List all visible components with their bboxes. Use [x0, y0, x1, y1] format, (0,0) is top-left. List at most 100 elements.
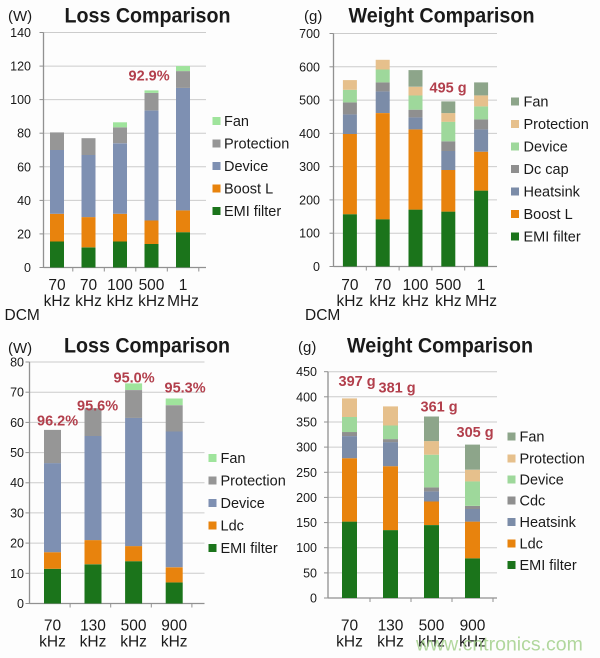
svg-text:40: 40 [10, 476, 24, 490]
svg-text:kHz: kHz [336, 634, 363, 651]
svg-text:Heatsink: Heatsink [524, 185, 581, 201]
svg-text:600: 600 [299, 60, 320, 74]
svg-text:0: 0 [24, 261, 31, 275]
svg-text:140: 140 [10, 26, 31, 40]
svg-text:kHz: kHz [402, 293, 429, 310]
svg-text:kHz: kHz [44, 293, 71, 310]
svg-text:0: 0 [17, 597, 24, 611]
svg-text:100: 100 [403, 277, 429, 294]
svg-text:50: 50 [10, 446, 24, 460]
svg-text:70: 70 [80, 277, 98, 294]
svg-text:300: 300 [299, 160, 320, 174]
svg-text:95.3%: 95.3% [165, 381, 206, 397]
svg-text:70: 70 [48, 277, 66, 294]
svg-text:Fan: Fan [520, 430, 545, 446]
svg-text:900: 900 [460, 618, 486, 635]
svg-text:450: 450 [296, 365, 317, 379]
svg-text:900: 900 [161, 618, 187, 635]
svg-text:Loss Comparison: Loss Comparison [64, 334, 230, 358]
svg-text:500: 500 [419, 618, 445, 635]
svg-text:Device: Device [520, 473, 564, 489]
svg-text:DCM: DCM [5, 307, 40, 324]
svg-text:Fan: Fan [221, 451, 246, 467]
svg-text:100: 100 [296, 541, 317, 555]
svg-text:EMI filter: EMI filter [520, 558, 577, 574]
svg-text:Device: Device [221, 496, 265, 512]
svg-text:Boost L: Boost L [524, 207, 573, 223]
svg-text:Cdc: Cdc [520, 494, 546, 510]
svg-text:70: 70 [341, 618, 359, 635]
svg-text:kHz: kHz [120, 634, 147, 651]
svg-text:Protection: Protection [224, 137, 289, 153]
svg-text:kHz: kHz [80, 634, 107, 651]
svg-text:kHz: kHz [138, 293, 165, 310]
svg-text:Heatsink: Heatsink [520, 515, 577, 531]
svg-text:Dc cap: Dc cap [524, 162, 569, 178]
svg-text:EMI filter: EMI filter [524, 230, 581, 246]
svg-text:(g): (g) [304, 8, 322, 25]
svg-text:0: 0 [310, 592, 317, 606]
svg-text:Ldc: Ldc [221, 519, 244, 535]
svg-text:80: 80 [10, 356, 24, 370]
svg-text:70: 70 [10, 386, 24, 400]
svg-text:kHz: kHz [377, 634, 404, 651]
svg-text:305 g: 305 g [457, 425, 494, 441]
svg-text:Device: Device [524, 140, 568, 156]
svg-text:30: 30 [10, 506, 24, 520]
svg-text:kHz: kHz [435, 293, 462, 310]
svg-text:www.cntronics.com: www.cntronics.com [415, 634, 583, 656]
svg-text:MHz: MHz [465, 293, 497, 310]
svg-text:kHz: kHz [369, 293, 396, 310]
svg-text:kHz: kHz [75, 293, 102, 310]
svg-text:70: 70 [374, 277, 392, 294]
svg-text:(W): (W) [8, 340, 32, 357]
svg-text:20: 20 [17, 227, 31, 241]
svg-text:100: 100 [10, 93, 31, 107]
svg-text:60: 60 [17, 160, 31, 174]
svg-text:40: 40 [17, 194, 31, 208]
svg-text:EMI filter: EMI filter [224, 204, 281, 220]
svg-text:20: 20 [10, 537, 24, 551]
svg-text:120: 120 [10, 60, 31, 74]
svg-text:DCM: DCM [305, 307, 340, 324]
svg-text:400: 400 [299, 127, 320, 141]
svg-text:1: 1 [179, 277, 188, 294]
svg-text:kHz: kHz [418, 634, 445, 651]
svg-text:350: 350 [296, 416, 317, 430]
svg-text:300: 300 [296, 441, 317, 455]
svg-text:500: 500 [435, 277, 461, 294]
svg-text:Weight Comparison: Weight Comparison [349, 4, 535, 28]
svg-text:kHz: kHz [161, 634, 188, 651]
svg-text:kHz: kHz [337, 293, 364, 310]
svg-text:Ldc: Ldc [520, 537, 543, 553]
svg-text:Loss Comparison: Loss Comparison [65, 4, 231, 28]
svg-text:Protection: Protection [520, 452, 585, 468]
svg-text:400: 400 [296, 390, 317, 404]
svg-text:361 g: 361 g [421, 400, 458, 416]
svg-text:50: 50 [303, 566, 317, 580]
svg-text:495 g: 495 g [430, 81, 467, 97]
svg-text:200: 200 [296, 491, 317, 505]
svg-text:397 g: 397 g [339, 374, 376, 390]
svg-text:80: 80 [17, 127, 31, 141]
svg-text:150: 150 [296, 516, 317, 530]
svg-text:700: 700 [299, 27, 320, 41]
svg-text:96.2%: 96.2% [37, 414, 78, 430]
svg-text:(g): (g) [298, 339, 316, 356]
svg-text:130: 130 [378, 618, 404, 635]
svg-text:10: 10 [10, 567, 24, 581]
svg-text:95.0%: 95.0% [114, 371, 155, 387]
svg-text:100: 100 [299, 227, 320, 241]
svg-text:70: 70 [341, 277, 359, 294]
svg-text:Fan: Fan [224, 114, 249, 130]
svg-text:500: 500 [121, 618, 147, 635]
svg-text:kHz: kHz [39, 634, 66, 651]
svg-text:Boost L: Boost L [224, 182, 273, 198]
svg-text:Fan: Fan [524, 95, 549, 111]
svg-text:381 g: 381 g [379, 381, 416, 397]
svg-text:250: 250 [296, 466, 317, 480]
svg-text:Protection: Protection [221, 474, 286, 490]
svg-text:Device: Device [224, 159, 268, 175]
svg-text:100: 100 [107, 277, 133, 294]
svg-text:130: 130 [80, 618, 106, 635]
